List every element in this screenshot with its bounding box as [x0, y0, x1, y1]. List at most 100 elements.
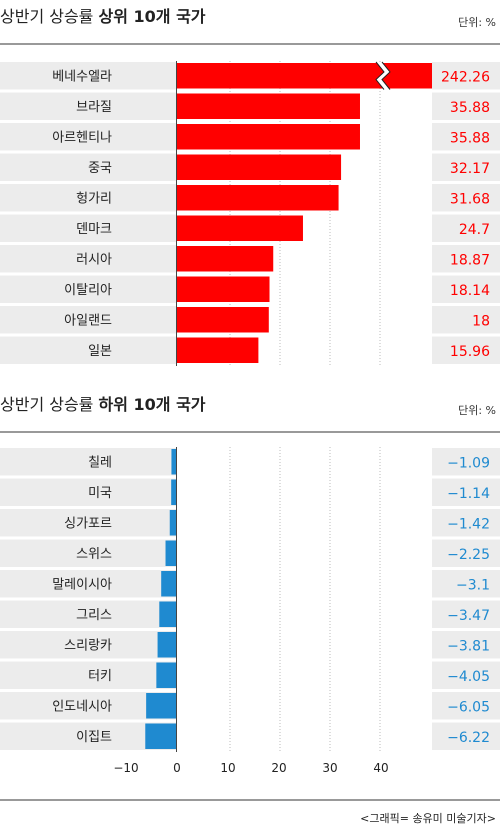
category-label: 베네수엘라 — [52, 69, 112, 84]
bar — [177, 276, 270, 302]
row-value-bg — [432, 448, 500, 476]
value-label: 35.88 — [450, 130, 490, 146]
category-label: 스리랑카 — [64, 638, 112, 653]
row-value-bg — [432, 214, 500, 242]
row-label-bg — [0, 214, 176, 242]
row-label-bg — [0, 539, 176, 567]
chart-title-bold: 상위 10개 국가 — [99, 7, 206, 26]
row-value-bg — [432, 336, 500, 364]
graphic-credit: <그래픽= 송유미 미술기자> — [360, 812, 496, 825]
row-label-bg — [0, 600, 176, 628]
x-tick-label: 30 — [322, 761, 337, 775]
category-label: 칠레 — [88, 455, 112, 470]
row-label-bg — [0, 478, 176, 506]
axis-break-line-right — [381, 61, 391, 90]
row-label-bg — [0, 184, 176, 212]
bar — [145, 723, 177, 749]
chart-title: 상반기 상승률 상위 10개 국가 — [0, 7, 206, 26]
value-label: 31.68 — [450, 191, 490, 207]
value-label: −3.81 — [447, 638, 490, 654]
category-label: 스위스 — [76, 547, 112, 562]
row-value-bg — [432, 509, 500, 537]
row-value-bg — [432, 184, 500, 212]
bar — [177, 307, 269, 333]
row-value-bg — [432, 92, 500, 120]
row-label-bg — [0, 92, 176, 120]
unit-label: 단위: % — [458, 16, 496, 29]
x-tick-label: 20 — [271, 761, 286, 775]
value-label: −2.25 — [447, 547, 490, 563]
value-label: 18.87 — [450, 252, 490, 268]
category-label: 이탈리아 — [64, 283, 112, 298]
value-label: −1.14 — [447, 486, 490, 502]
category-label: 그리스 — [76, 608, 112, 623]
row-label-bg — [0, 661, 176, 689]
bar — [177, 154, 342, 180]
value-label: −1.09 — [447, 455, 490, 471]
value-label: −6.22 — [447, 730, 490, 746]
x-tick-label: −10 — [113, 761, 138, 775]
value-label: 35.88 — [450, 100, 490, 116]
row-value-bg — [432, 600, 500, 628]
value-label: 242.26 — [441, 69, 490, 85]
row-label-bg — [0, 245, 176, 273]
row-label-bg — [0, 306, 176, 334]
category-label: 말레이시아 — [52, 577, 112, 592]
category-label: 브라질 — [76, 100, 112, 115]
bar — [177, 124, 360, 150]
row-value-bg — [432, 306, 500, 334]
axis-break-mark — [376, 62, 390, 90]
bar — [146, 693, 177, 719]
value-label: −6.05 — [447, 699, 490, 715]
category-label: 헝가리 — [76, 191, 112, 206]
value-label: −1.42 — [447, 516, 490, 532]
chart-title: 상반기 상승률 하위 10개 국가 — [0, 395, 206, 414]
value-label: 18 — [472, 313, 490, 329]
x-tick-label: 0 — [173, 761, 181, 775]
category-label: 이집트 — [76, 730, 112, 745]
row-value-bg — [432, 153, 500, 181]
row-label-bg — [0, 153, 176, 181]
category-label: 일본 — [88, 344, 112, 359]
bar — [171, 479, 177, 505]
value-label: 32.17 — [450, 161, 490, 177]
row-label-bg — [0, 62, 176, 90]
chart-title-prefix: 상반기 상승률 — [0, 395, 99, 414]
x-tick-label: 10 — [220, 761, 235, 775]
chart-panel-bottom: 상반기 상승률 하위 10개 국가 단위: % 칠레 −1.09 미국 −1.14 싱가포르… — [0, 395, 500, 775]
category-label: 인도네시아 — [52, 699, 112, 714]
value-label: −3.1 — [456, 577, 490, 593]
category-label: 중국 — [88, 161, 112, 176]
row-label-bg — [0, 570, 176, 598]
row-label-bg — [0, 631, 176, 659]
category-label: 러시아 — [76, 252, 112, 267]
category-label: 터키 — [88, 669, 112, 684]
row-value-bg — [432, 275, 500, 303]
category-label: 덴마크 — [76, 222, 112, 237]
bar — [171, 449, 177, 475]
bar — [157, 632, 177, 658]
row-value-bg — [432, 631, 500, 659]
chart-title-bold: 하위 10개 국가 — [99, 395, 206, 414]
value-label: −4.05 — [447, 669, 490, 685]
bar — [169, 510, 177, 536]
value-label: −3.47 — [447, 608, 490, 624]
value-label: 18.14 — [450, 283, 490, 299]
bar — [165, 540, 177, 566]
bar — [177, 246, 274, 272]
row-value-bg — [432, 570, 500, 598]
bar — [159, 601, 177, 627]
category-label: 아르헨티나 — [52, 130, 112, 145]
row-value-bg — [432, 661, 500, 689]
row-value-bg — [432, 62, 500, 90]
value-label: 15.96 — [450, 344, 490, 360]
category-label: 미국 — [88, 486, 112, 501]
bar — [177, 337, 259, 363]
row-value-bg — [432, 692, 500, 720]
bar — [176, 63, 432, 89]
bar — [177, 215, 303, 241]
row-value-bg — [432, 123, 500, 151]
bar — [177, 93, 360, 119]
category-label: 아일랜드 — [64, 313, 112, 328]
